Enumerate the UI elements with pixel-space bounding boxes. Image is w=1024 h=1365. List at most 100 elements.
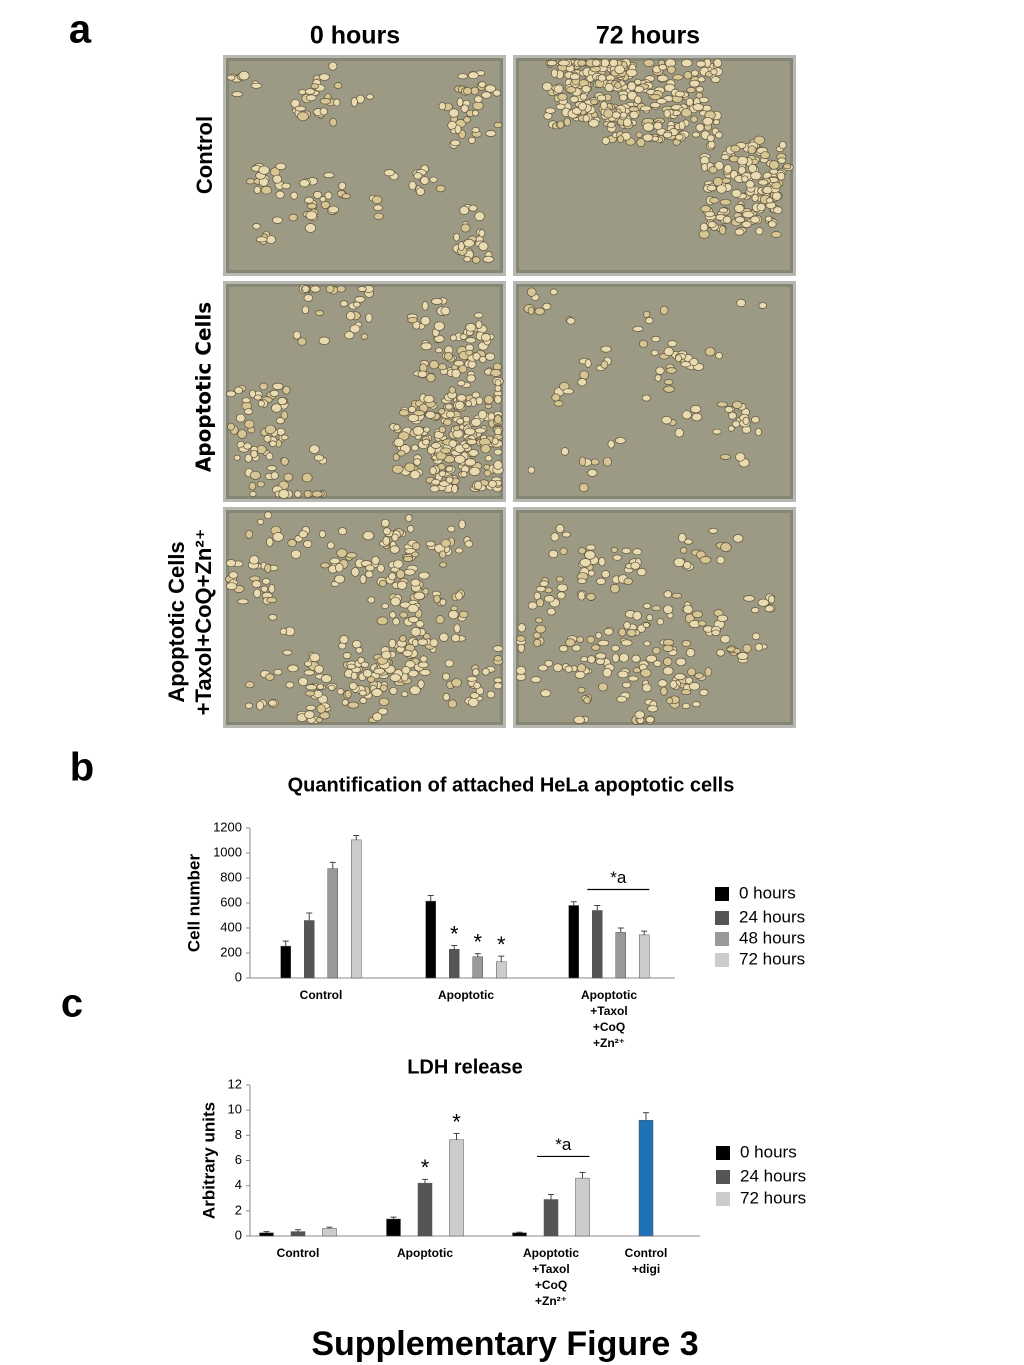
cell	[472, 101, 484, 111]
cell	[273, 668, 283, 676]
cell	[627, 675, 639, 682]
cell	[683, 71, 693, 80]
cell	[652, 646, 661, 655]
legend-label: 0 hours	[740, 1142, 797, 1161]
cell	[473, 681, 481, 690]
cell	[610, 546, 618, 554]
cell	[771, 181, 782, 190]
cell	[602, 456, 612, 467]
cell	[734, 216, 746, 224]
cell	[344, 331, 355, 340]
cell	[407, 316, 418, 324]
chart-title: Quantification of attached HeLa apoptoti…	[288, 774, 735, 796]
cell	[768, 160, 780, 170]
cell	[751, 416, 760, 424]
cell	[672, 74, 684, 81]
cell	[417, 661, 429, 669]
cell	[653, 660, 662, 667]
cell	[667, 340, 678, 347]
cell	[265, 673, 275, 681]
x-tick-label-line: +Taxol	[532, 1262, 569, 1276]
cell	[656, 98, 668, 105]
cell	[649, 94, 661, 101]
cell	[650, 102, 661, 109]
cell	[379, 579, 387, 587]
cell	[756, 202, 766, 212]
row-label: Control	[192, 116, 217, 194]
legend-label: 24 hours	[739, 907, 805, 926]
cell	[544, 587, 553, 594]
cell	[732, 400, 743, 409]
cell	[423, 426, 431, 433]
cell	[438, 408, 446, 415]
cell	[329, 117, 338, 127]
cell	[261, 578, 271, 585]
cell	[339, 635, 349, 644]
cell	[439, 561, 447, 568]
cell	[642, 122, 655, 132]
cell	[455, 591, 463, 601]
cell	[750, 171, 762, 181]
bracket-label: *a	[610, 868, 627, 887]
cell	[569, 73, 581, 81]
bar	[638, 1119, 654, 1237]
cell	[266, 597, 278, 604]
cell	[415, 620, 425, 628]
cell	[685, 97, 694, 107]
cell	[316, 704, 326, 714]
cell	[454, 454, 466, 464]
cell	[737, 165, 747, 175]
cell	[393, 559, 404, 569]
cell	[468, 697, 479, 708]
cell	[336, 688, 345, 695]
cell	[573, 715, 586, 725]
cell	[682, 560, 692, 570]
cell	[579, 370, 589, 380]
cell	[516, 635, 526, 642]
cell	[758, 302, 768, 309]
cell	[549, 288, 558, 296]
cell	[720, 542, 732, 553]
cell	[715, 131, 723, 139]
cell	[486, 690, 496, 699]
cell	[595, 577, 607, 585]
cell	[379, 684, 388, 692]
cell	[309, 444, 320, 454]
cell	[468, 449, 479, 457]
cell	[680, 108, 692, 118]
cell	[577, 686, 586, 694]
cell	[571, 107, 582, 115]
cell	[439, 550, 447, 559]
cell	[434, 347, 443, 354]
cell	[328, 61, 338, 71]
cell	[475, 320, 483, 329]
cell	[456, 380, 466, 387]
cell	[655, 366, 665, 375]
cell	[252, 222, 261, 230]
cell	[448, 610, 459, 620]
cell	[397, 449, 406, 457]
cell	[638, 339, 648, 348]
cell	[312, 490, 323, 498]
cell	[329, 557, 341, 565]
cell	[618, 628, 627, 637]
cell	[294, 105, 307, 112]
cell	[478, 241, 489, 251]
cell	[577, 591, 586, 601]
cell	[325, 284, 335, 294]
cell	[482, 255, 495, 263]
cell	[305, 94, 317, 102]
cell	[264, 563, 272, 573]
cell	[732, 534, 744, 543]
cell	[493, 460, 503, 470]
cell	[643, 640, 651, 647]
x-tick-label-line: +digi	[632, 1262, 660, 1276]
cell	[553, 84, 564, 94]
cell	[757, 598, 770, 607]
cell	[691, 131, 701, 138]
cell	[463, 87, 473, 96]
cell	[747, 145, 757, 155]
cell	[490, 368, 502, 377]
cell	[556, 576, 564, 583]
cell	[481, 668, 490, 676]
